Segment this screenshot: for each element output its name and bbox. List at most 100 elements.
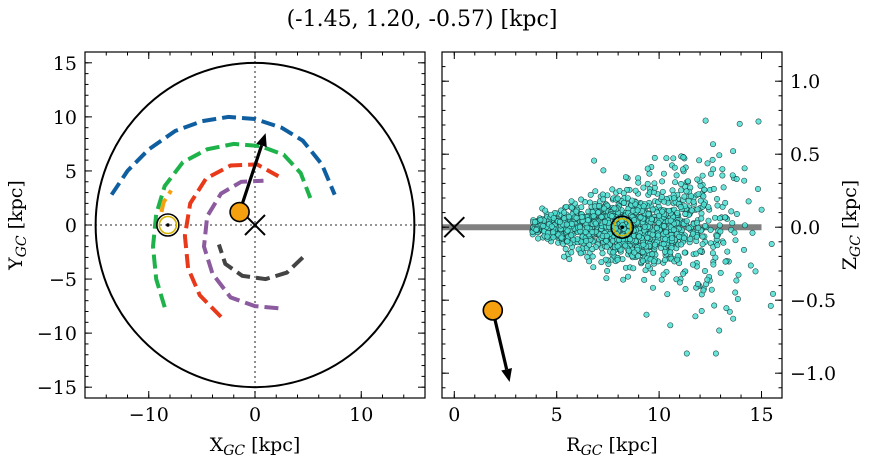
population-point bbox=[604, 268, 611, 274]
population-point bbox=[723, 305, 730, 312]
population-point bbox=[716, 327, 723, 334]
population-point bbox=[550, 234, 557, 241]
population-point bbox=[603, 243, 610, 250]
right-plot-frame bbox=[441, 51, 783, 399]
population-point bbox=[700, 201, 707, 208]
population-point bbox=[598, 259, 605, 266]
y-tick-label: −1.0 bbox=[790, 363, 836, 385]
population-point bbox=[573, 214, 580, 221]
population-point bbox=[700, 287, 707, 294]
population-point bbox=[662, 236, 669, 243]
population-point bbox=[687, 236, 694, 243]
galaxy-boundary-circle bbox=[94, 61, 416, 389]
population-point bbox=[747, 262, 754, 269]
population-point bbox=[736, 120, 743, 127]
y-tick-label: −10 bbox=[37, 323, 77, 345]
population-point bbox=[641, 223, 648, 230]
population-point bbox=[692, 313, 699, 320]
population-point bbox=[655, 219, 662, 226]
population-point bbox=[726, 308, 733, 315]
population-point bbox=[674, 256, 681, 263]
population-point bbox=[694, 281, 701, 287]
population-point bbox=[702, 117, 709, 124]
population-point bbox=[722, 258, 729, 265]
population-point bbox=[695, 224, 702, 231]
population-point bbox=[704, 276, 711, 283]
x-tick-label: 5 bbox=[551, 404, 563, 426]
y-tick-label: 15 bbox=[53, 53, 77, 75]
left-panel-xy: −10 0 10 −15 −10 −5 0 5 10 15 XGC [kpc] YGC [kpc] bbox=[5, 51, 426, 459]
spiral-arm bbox=[217, 243, 305, 282]
population-point bbox=[644, 180, 651, 187]
population-point bbox=[620, 190, 627, 197]
population-point bbox=[651, 154, 658, 161]
population-point bbox=[770, 290, 776, 297]
population-point bbox=[683, 350, 690, 357]
population-point bbox=[622, 242, 629, 249]
galactic-center-marker bbox=[443, 216, 465, 238]
population-point bbox=[564, 227, 571, 234]
x-tick-label: 10 bbox=[349, 404, 373, 426]
population-point bbox=[667, 217, 674, 224]
population-point bbox=[659, 208, 666, 215]
population-point bbox=[680, 270, 687, 277]
population-point bbox=[532, 219, 539, 226]
population-point bbox=[712, 214, 718, 221]
population-point bbox=[576, 224, 583, 231]
population-point bbox=[660, 170, 667, 177]
population-point bbox=[608, 213, 615, 220]
population-point bbox=[714, 233, 720, 240]
population-point bbox=[632, 187, 639, 194]
population-point bbox=[573, 208, 580, 215]
population-point bbox=[717, 228, 724, 235]
population-point bbox=[634, 207, 641, 214]
population-point bbox=[694, 176, 701, 183]
population-point bbox=[730, 148, 737, 155]
population-point bbox=[635, 179, 642, 186]
population-point bbox=[728, 208, 735, 215]
population-point bbox=[683, 188, 690, 195]
right-y-axis-label: ZGC [kpc] bbox=[839, 180, 864, 270]
population-point bbox=[682, 286, 689, 292]
population-point bbox=[658, 276, 665, 283]
sun-outer-ring bbox=[610, 215, 635, 239]
population-point bbox=[707, 226, 714, 233]
population-point bbox=[550, 229, 556, 236]
population-point bbox=[677, 204, 684, 210]
population-point bbox=[653, 225, 660, 232]
population-point bbox=[711, 302, 718, 309]
population-point bbox=[735, 271, 742, 278]
population-point bbox=[611, 205, 618, 212]
population-point bbox=[722, 214, 728, 221]
population-point bbox=[603, 275, 610, 282]
population-point bbox=[758, 206, 765, 213]
population-point bbox=[590, 264, 597, 271]
population-point bbox=[648, 216, 655, 223]
population-point bbox=[670, 226, 677, 233]
population-point bbox=[660, 241, 667, 248]
population-point bbox=[745, 198, 752, 205]
population-point bbox=[649, 251, 656, 258]
population-point bbox=[637, 214, 644, 221]
population-point bbox=[712, 350, 719, 357]
population-point bbox=[629, 197, 636, 204]
population-point bbox=[694, 206, 701, 213]
spiral-arm bbox=[159, 189, 173, 213]
population-point bbox=[731, 229, 738, 236]
population-point bbox=[644, 234, 651, 241]
population-point bbox=[704, 160, 711, 167]
population-point bbox=[650, 284, 656, 291]
population-point bbox=[702, 268, 708, 274]
population-point bbox=[698, 308, 705, 314]
population-point bbox=[693, 233, 700, 240]
population-point bbox=[667, 322, 674, 329]
population-point bbox=[561, 209, 568, 216]
population-point bbox=[651, 258, 657, 265]
population-point bbox=[622, 174, 629, 181]
population-point bbox=[655, 232, 662, 239]
population-point bbox=[698, 210, 705, 217]
population-point bbox=[590, 213, 597, 220]
population-point bbox=[681, 235, 688, 242]
population-point bbox=[722, 199, 729, 206]
